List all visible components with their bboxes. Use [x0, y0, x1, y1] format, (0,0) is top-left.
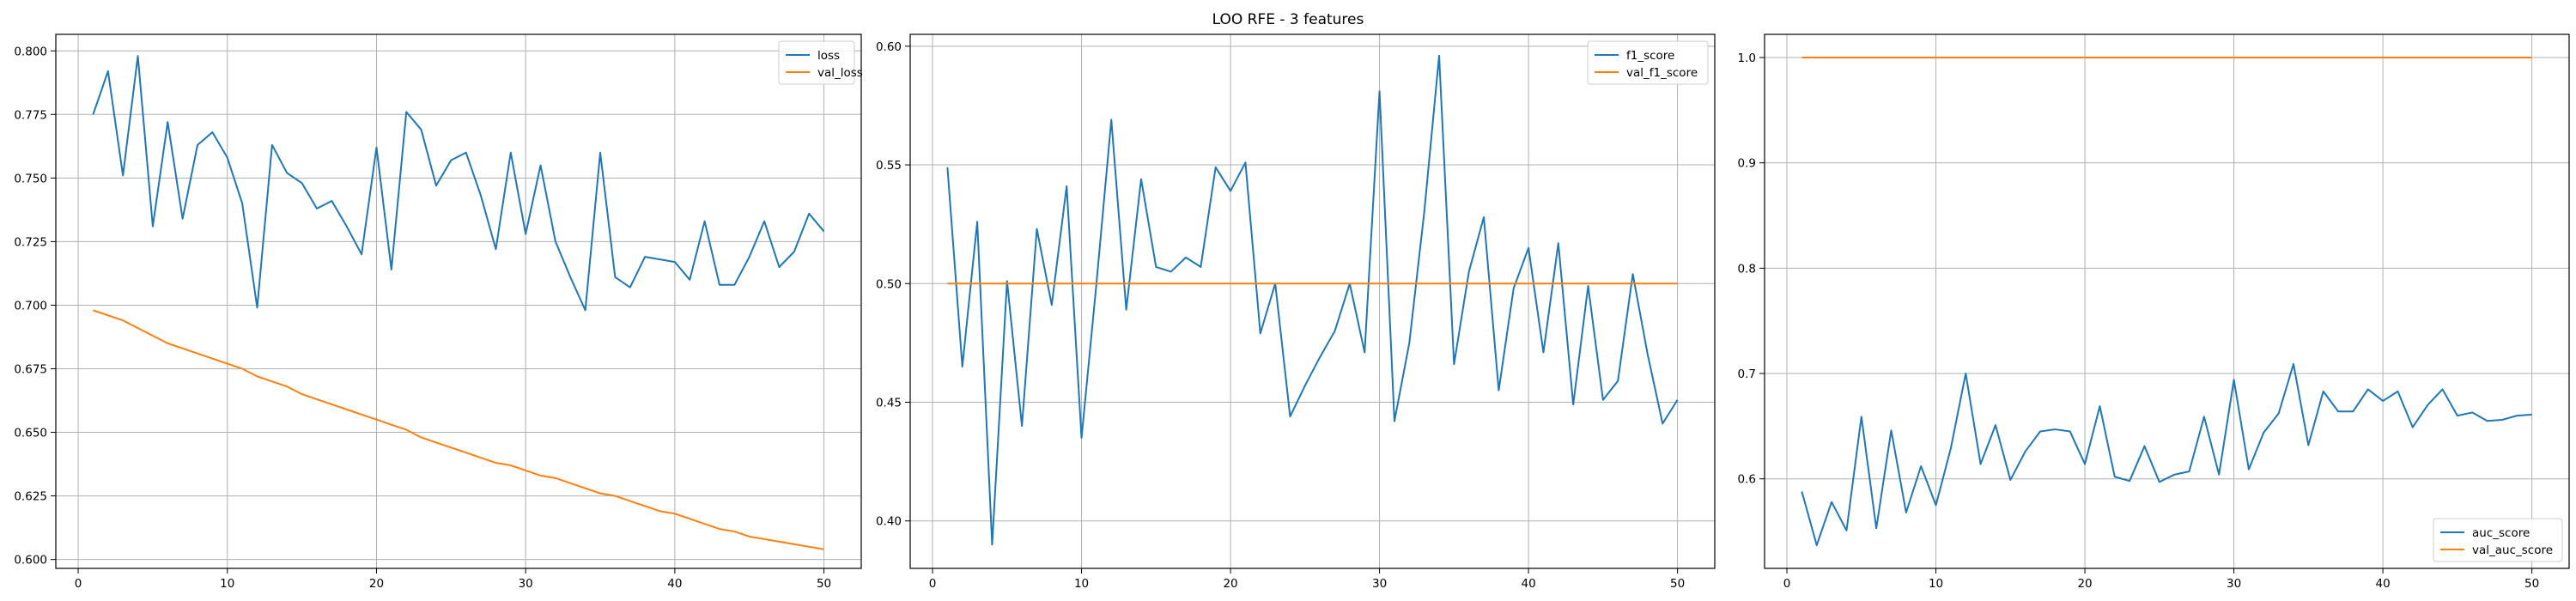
x-tick-label: 0 [929, 577, 937, 591]
y-tick-label: 0.750 [14, 172, 47, 185]
y-tick-label: 0.625 [14, 490, 47, 504]
x-tick-label: 30 [2227, 577, 2241, 591]
series-line-f1_score [946, 54, 1679, 546]
x-tick-label: 40 [667, 577, 682, 591]
x-tick-label: 50 [2524, 577, 2539, 591]
y-tick-label: 0.800 [14, 45, 47, 58]
y-tick-label: 0.45 [876, 396, 902, 410]
x-tick-label: 30 [519, 577, 533, 591]
legend-label: val_f1_score [1626, 66, 1698, 80]
x-tick-label: 0 [75, 577, 82, 591]
x-tick-label: 10 [1074, 577, 1089, 591]
x-tick-label: 10 [1929, 577, 1943, 591]
y-tick-label: 0.650 [14, 427, 47, 440]
subplot-3: 0 10 20 30 40 50 0.6 0.7 0.8 0.9 1.0 auc_score val_a… [1738, 33, 2570, 591]
legend-label: auc_score [2472, 526, 2530, 540]
x-tick-label: 50 [1670, 577, 1685, 591]
y-tick-label: 0.725 [14, 235, 47, 249]
series-line-loss [92, 55, 825, 312]
x-tick-label: 20 [1223, 577, 1237, 591]
grid [56, 34, 861, 568]
axes-frame [1764, 33, 2570, 569]
x-tick-label: 0 [1783, 577, 1791, 591]
x-tick-label: 20 [369, 577, 384, 591]
legend-box [2433, 518, 2563, 562]
subplot-2: 0 10 20 30 40 50 0.40 0.45 0.50 0.55 0.60 f1_scorev… [876, 33, 1716, 591]
figure-suptitle: LOO RFE - 3 features [1212, 11, 1364, 28]
x-tick-label: 30 [1372, 577, 1387, 591]
y-tick-label: 0.700 [14, 299, 47, 313]
legend: auc_score val_auc_score [2433, 518, 2563, 562]
y-tick-label: 0.55 [876, 159, 902, 173]
legend-box [1587, 40, 1709, 85]
x-tick-label: 10 [220, 577, 234, 591]
x-tick-label: 50 [817, 577, 831, 591]
legend-label: loss [817, 49, 840, 63]
axes-frame [909, 33, 1716, 569]
y-tick-label: 1.0 [1738, 52, 1756, 65]
y-tick-label: 0.60 [876, 40, 902, 54]
y-tick-label: 0.9 [1738, 157, 1756, 171]
series-line-auc_score [1801, 363, 2532, 547]
legend-label: val_auc_score [2472, 543, 2553, 557]
y-tick-label: 0.7 [1738, 367, 1756, 381]
y-tick-label: 0.40 [876, 515, 902, 529]
legend-label: val_loss [817, 66, 863, 80]
series-line-val_loss [93, 309, 824, 550]
y-tick-label: 0.50 [876, 277, 902, 291]
x-tick-label: 40 [2376, 577, 2391, 591]
subplots-container: 0 10 20 30 40 500.6000.6250.6500.6750.7000.72… [14, 33, 2570, 591]
y-tick-label: 0.675 [14, 362, 47, 376]
legend-box [778, 40, 855, 85]
legend: f1_score val_f1_score [1587, 40, 1709, 85]
legend-label: f1_score [1626, 49, 1674, 63]
subplot-1: 0 10 20 30 40 50 0.600 0.625 0.650 0.675 0.700 0.72… [14, 33, 863, 591]
y-tick-label: 0.6 [1738, 473, 1756, 487]
legend: loss val_loss [778, 40, 863, 85]
y-tick-label: 0.600 [14, 554, 47, 568]
x-tick-label: 40 [1522, 577, 1536, 591]
axes-frame [55, 33, 862, 569]
y-tick-label: 0.775 [14, 108, 47, 122]
x-tick-label: 20 [2077, 577, 2092, 591]
y-tick-label: 0.8 [1738, 262, 1756, 276]
